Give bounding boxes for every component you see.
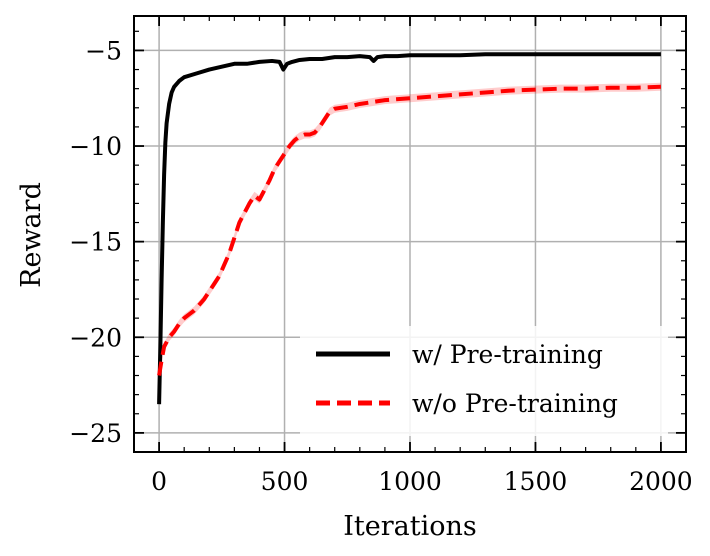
series-lines	[157, 52, 661, 405]
legend-box	[300, 326, 668, 436]
x-tick-label: 0	[151, 467, 167, 496]
legend-label-wo-pretraining: w/o Pre-training	[412, 389, 618, 418]
axis-ticks	[133, 16, 687, 453]
x-tick-label: 1500	[504, 467, 568, 496]
series-line-w-o-pre-training	[157, 84, 661, 376]
series-line-w-pre-training	[157, 52, 661, 405]
x-axis-label: Iterations	[343, 511, 476, 542]
y-tick-label: −25	[69, 419, 122, 448]
x-tick-label: 1000	[378, 467, 442, 496]
y-axis-label: Reward	[16, 182, 47, 288]
legend-label-w-pretraining: w/ Pre-training	[412, 340, 603, 369]
x-tick-label: 500	[261, 467, 309, 496]
y-tick-label: −20	[69, 323, 122, 352]
x-tick-labels: 0 500 1000 1500 2000	[151, 467, 693, 496]
y-tick-labels: −25 −20 −15 −10 −5	[69, 36, 122, 447]
y-tick-label: −10	[69, 132, 122, 161]
legend: w/ Pre-training w/o Pre-training	[300, 326, 668, 436]
y-tick-label: −15	[69, 228, 122, 257]
y-tick-label: −5	[85, 36, 122, 65]
x-tick-label: 2000	[629, 467, 693, 496]
